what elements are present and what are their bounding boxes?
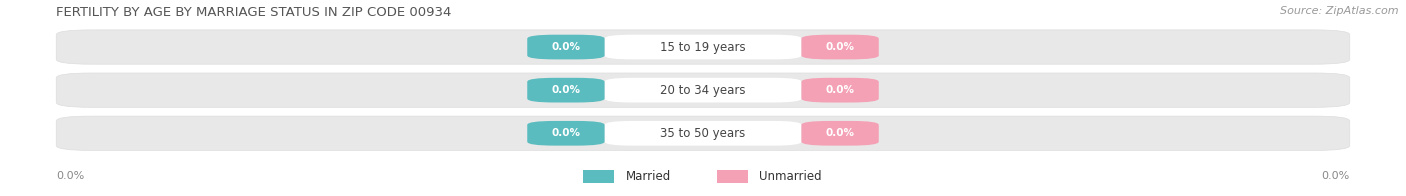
- FancyBboxPatch shape: [605, 78, 801, 103]
- Text: Source: ZipAtlas.com: Source: ZipAtlas.com: [1281, 6, 1399, 16]
- Text: 0.0%: 0.0%: [551, 85, 581, 95]
- FancyBboxPatch shape: [801, 121, 879, 146]
- Text: 0.0%: 0.0%: [1322, 171, 1350, 181]
- Text: 0.0%: 0.0%: [551, 128, 581, 138]
- Text: 0.0%: 0.0%: [825, 85, 855, 95]
- Text: FERTILITY BY AGE BY MARRIAGE STATUS IN ZIP CODE 00934: FERTILITY BY AGE BY MARRIAGE STATUS IN Z…: [56, 6, 451, 19]
- FancyBboxPatch shape: [583, 170, 614, 183]
- FancyBboxPatch shape: [56, 30, 1350, 64]
- Text: 0.0%: 0.0%: [56, 171, 84, 181]
- FancyBboxPatch shape: [605, 35, 801, 59]
- Text: 15 to 19 years: 15 to 19 years: [661, 41, 745, 54]
- Text: 0.0%: 0.0%: [825, 128, 855, 138]
- Text: Unmarried: Unmarried: [759, 170, 823, 183]
- FancyBboxPatch shape: [56, 73, 1350, 107]
- FancyBboxPatch shape: [527, 35, 605, 59]
- Text: 35 to 50 years: 35 to 50 years: [661, 127, 745, 140]
- FancyBboxPatch shape: [527, 78, 605, 103]
- FancyBboxPatch shape: [605, 121, 801, 146]
- Text: 20 to 34 years: 20 to 34 years: [661, 84, 745, 97]
- Text: 0.0%: 0.0%: [825, 42, 855, 52]
- Text: Married: Married: [626, 170, 671, 183]
- FancyBboxPatch shape: [527, 121, 605, 146]
- FancyBboxPatch shape: [56, 116, 1350, 151]
- FancyBboxPatch shape: [801, 35, 879, 59]
- FancyBboxPatch shape: [717, 170, 748, 183]
- Text: 0.0%: 0.0%: [551, 42, 581, 52]
- FancyBboxPatch shape: [801, 78, 879, 103]
